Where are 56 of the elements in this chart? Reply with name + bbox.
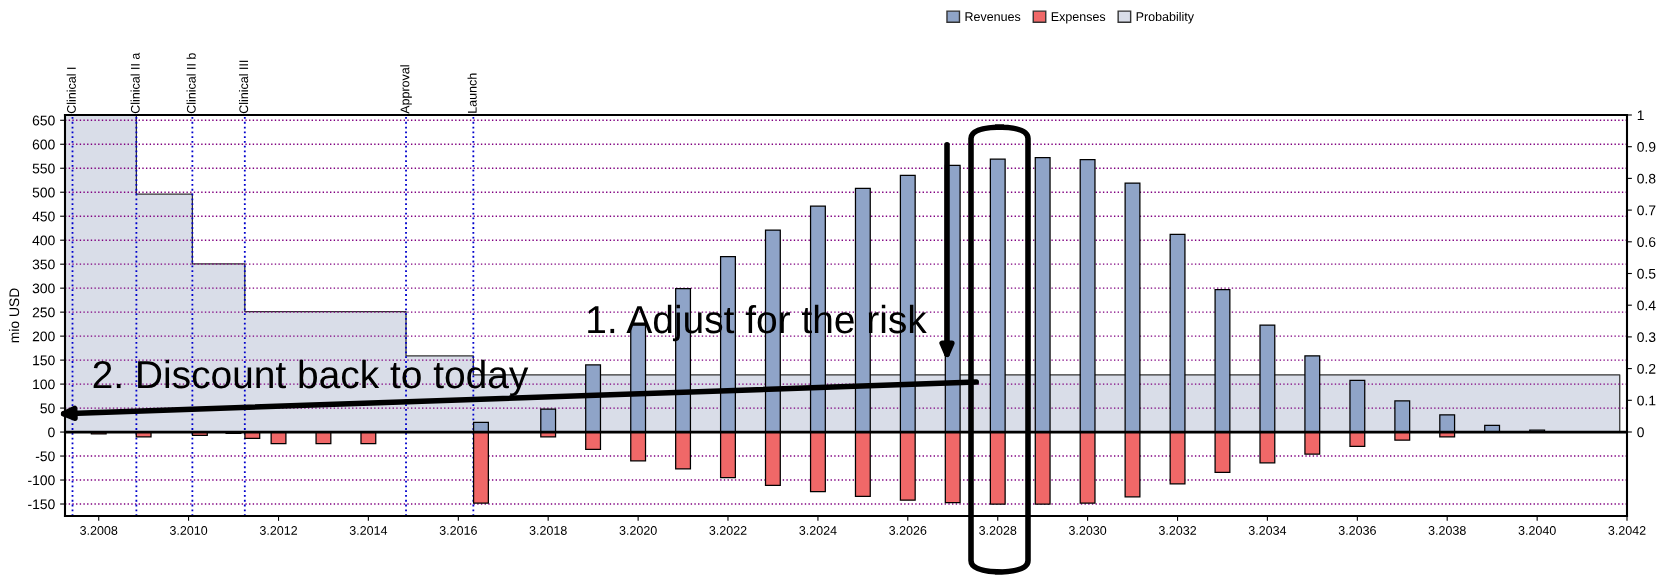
x-tick-label: 3.2024	[799, 526, 837, 535]
legend-label: Expenses	[1051, 12, 1106, 24]
legend-label: Revenues	[965, 12, 1021, 22]
y-tick-label: 350	[32, 259, 55, 270]
x-tick-label: 3.2026	[889, 526, 927, 535]
x-tick-label: 3.2042	[1608, 526, 1646, 535]
y-tick-label: 50	[40, 403, 55, 414]
legend-label: Probability	[1136, 11, 1194, 24]
x-tick-label: 3.2040	[1518, 526, 1556, 535]
x-tick-label: 3.2034	[1248, 526, 1287, 535]
y2-tick-label: 0.3	[1637, 332, 1656, 343]
y-tick-label: 0	[48, 427, 55, 438]
y-tick-label: 550	[32, 163, 55, 174]
x-tick-label: 3.2008	[80, 526, 118, 535]
ref-line-label: Approval	[400, 65, 412, 114]
x-tick-label: 3.2032	[1158, 526, 1197, 535]
y-tick-label: 100	[33, 379, 55, 390]
y2-tick-label: 0	[1637, 427, 1644, 438]
y-tick-label: 200	[32, 331, 55, 342]
ref-line-label: Clinical I	[66, 67, 76, 114]
x-tick-label: 3.2028	[979, 526, 1017, 535]
y-tick-label: -50	[35, 451, 55, 462]
y-tick-label: 500	[32, 187, 55, 198]
y2-tick-label: 0.7	[1637, 205, 1656, 216]
x-tick-label: 3.2014	[349, 526, 388, 535]
y2-tick-label: 0.1	[1637, 395, 1656, 406]
x-tick-label: 3.2018	[529, 526, 567, 535]
y2-tick-label: 0.5	[1637, 268, 1656, 279]
y-tick-label: 250	[32, 307, 55, 318]
y2-tick-label: 0.9	[1637, 142, 1656, 152]
x-tick-label: 3.2038	[1428, 526, 1466, 535]
ref-line-label: Clinical II b	[186, 53, 196, 114]
y-tick-label: 300	[32, 283, 55, 294]
x-tick-label: 3.2036	[1338, 526, 1376, 535]
ref-line-label: Clinical III	[238, 60, 249, 114]
y2-tick-label: 0.2	[1637, 363, 1656, 374]
ref-line-label: Clinical II a	[130, 52, 140, 114]
y-tick-label: -100	[28, 475, 55, 486]
y-tick-label: 650	[32, 115, 55, 126]
y-tick-label: 450	[32, 211, 55, 222]
y2-tick-label: 0.8	[1637, 173, 1656, 184]
y2-tick-label: 1	[1637, 110, 1644, 121]
x-tick-label: 3.2012	[259, 526, 298, 535]
x-tick-label: 3.2030	[1068, 526, 1107, 535]
y-axis-title: mio USD	[8, 288, 20, 343]
y2-tick-label: 0.6	[1637, 237, 1656, 247]
x-tick-label: 3.2022	[709, 526, 747, 535]
y-tick-label: 400	[32, 235, 55, 246]
x-tick-label: 3.2020	[619, 526, 657, 535]
y-tick-label: 150	[33, 355, 55, 366]
x-tick-label: 3.2010	[169, 526, 208, 535]
y2-tick-label: 0.4	[1637, 300, 1656, 311]
y-tick-label: 600	[32, 139, 55, 150]
y-tick-label: -150	[28, 499, 55, 510]
ref-line-label: Launch	[467, 73, 477, 113]
x-tick-label: 3.2016	[439, 526, 477, 535]
